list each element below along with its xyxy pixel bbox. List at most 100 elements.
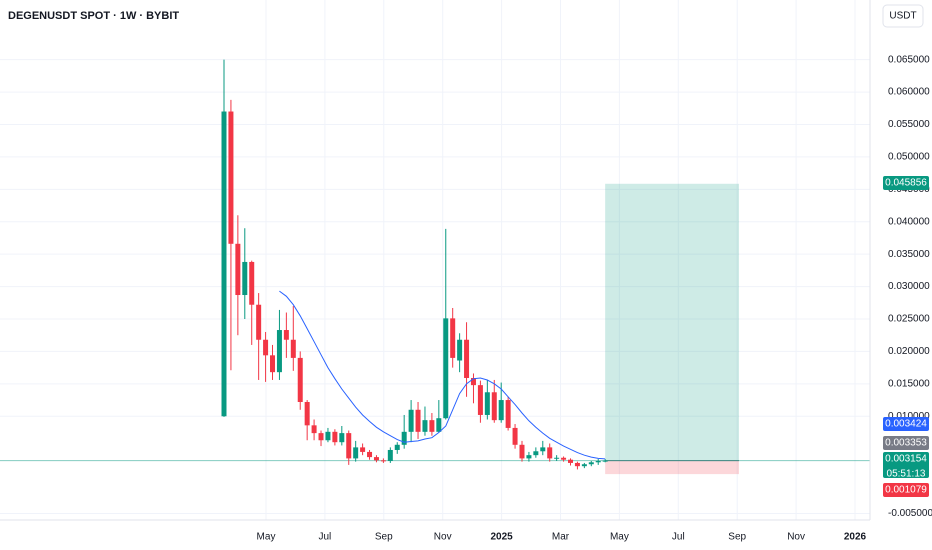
currency-button[interactable]	[882, 4, 924, 28]
candle-body	[561, 457, 567, 460]
candle-body	[270, 355, 276, 373]
candle-body	[484, 392, 490, 415]
candle-body	[526, 455, 532, 459]
candle-body	[311, 425, 317, 434]
price-label: 0.003353	[885, 438, 927, 449]
price-label: 0.001079	[885, 485, 927, 496]
x-tick-label: Mar	[552, 532, 570, 543]
candle-body	[318, 433, 324, 441]
candle-body	[554, 457, 560, 459]
candle-body	[221, 111, 227, 417]
chart-title: DEGENUSDT SPOT · 1W · BYBIT	[8, 10, 179, 22]
candle-body	[367, 451, 373, 458]
loss-zone	[605, 460, 739, 475]
price-label-bg	[883, 417, 929, 431]
candle-body	[380, 460, 386, 462]
candle-body	[540, 447, 546, 452]
profit-zone	[605, 183, 739, 461]
candle-body	[505, 400, 511, 428]
candle-body	[408, 409, 414, 432]
candle-body	[581, 464, 587, 467]
y-tick-label: 0.015000	[888, 378, 930, 389]
candle-body	[401, 431, 407, 445]
candle-body	[394, 444, 400, 450]
candle-body	[346, 433, 352, 459]
candle-body	[339, 433, 345, 443]
candle-body	[283, 330, 289, 340]
x-tick-label: Sep	[728, 532, 746, 543]
price-label-bg	[883, 452, 929, 478]
candle-body	[568, 459, 573, 463]
x-tick-label: 2025	[490, 532, 513, 543]
candle-body	[477, 385, 483, 415]
candle-body	[373, 457, 379, 461]
candle-body	[547, 447, 553, 459]
candle-body	[457, 339, 463, 361]
candle-body	[512, 427, 518, 445]
price-label: 0.045856	[885, 178, 927, 189]
candle-body	[602, 460, 608, 462]
x-tick-label: 2026	[844, 532, 867, 543]
candle-body	[422, 420, 428, 432]
candle-body	[588, 462, 594, 465]
candle-body	[297, 357, 303, 402]
y-tick-label: 0.010000	[888, 411, 930, 422]
candle-body	[325, 431, 331, 441]
candle-body	[276, 330, 282, 373]
candle-body	[228, 111, 234, 244]
x-tick-label: Jul	[319, 532, 332, 543]
x-tick-label: Sep	[375, 532, 393, 543]
candle-body	[332, 431, 338, 443]
candle-body	[249, 261, 255, 305]
candle-body	[595, 460, 601, 463]
y-tick-label: 0.040000	[888, 216, 930, 227]
candle-body	[360, 447, 366, 452]
candle-body	[519, 444, 525, 459]
y-tick-label: 0.035000	[888, 249, 930, 260]
plot	[0, 59, 870, 475]
candle-body	[533, 451, 539, 456]
candle-body	[574, 462, 580, 467]
x-tick-label: May	[257, 532, 276, 543]
y-tick-label: 0.030000	[888, 281, 930, 292]
x-tick-label: Nov	[434, 532, 452, 543]
y-tick-label: 0.050000	[888, 152, 930, 163]
countdown: 05:51:13	[887, 469, 926, 480]
candle-body	[263, 339, 269, 356]
candle-body	[235, 243, 241, 296]
x-tick-label: Nov	[787, 532, 805, 543]
y-tick-label: 0.065000	[888, 54, 930, 65]
price-label: 0.003154	[885, 454, 927, 465]
x-tick-label: May	[610, 532, 629, 543]
candle-body	[353, 447, 359, 459]
price-label-bg	[883, 483, 929, 497]
y-tick-label: 0.055000	[888, 119, 930, 130]
candle-body	[290, 339, 296, 358]
candle-body	[242, 261, 248, 296]
candle-body	[256, 304, 262, 340]
y-tick-label: -0.005000	[888, 508, 932, 519]
candle-body	[443, 318, 449, 419]
candle-body	[450, 318, 456, 358]
price-label: 0.003424	[885, 419, 927, 430]
price-axis: 0.0650000.0600000.0550000.0500000.045000…	[883, 54, 932, 519]
candle-body	[304, 401, 310, 426]
price-label-bg	[883, 436, 929, 450]
candle-body	[387, 449, 393, 461]
candle-body	[491, 392, 497, 421]
y-tick-label: 0.025000	[888, 314, 930, 325]
y-tick-label: 0.060000	[888, 87, 930, 98]
candle-body	[436, 418, 442, 432]
candle-body	[470, 378, 476, 386]
candle-body	[429, 420, 435, 432]
candle-body	[415, 409, 421, 432]
x-tick-label: Jul	[672, 532, 685, 543]
moving-average	[279, 290, 606, 460]
grid	[0, 0, 870, 520]
currency-label[interactable]: USDT	[889, 11, 916, 22]
price-label-bg	[883, 176, 929, 190]
y-tick-label: 0.020000	[888, 346, 930, 357]
